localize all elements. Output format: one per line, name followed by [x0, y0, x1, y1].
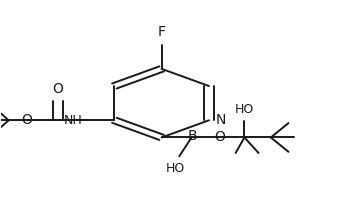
Text: HO: HO [166, 162, 185, 175]
Text: O: O [53, 82, 64, 96]
Text: F: F [158, 25, 166, 39]
Text: HO: HO [235, 103, 254, 116]
Text: NH: NH [64, 114, 83, 127]
Text: N: N [215, 113, 226, 127]
Text: B: B [188, 129, 197, 143]
Text: O: O [214, 130, 225, 144]
Text: O: O [21, 113, 32, 127]
